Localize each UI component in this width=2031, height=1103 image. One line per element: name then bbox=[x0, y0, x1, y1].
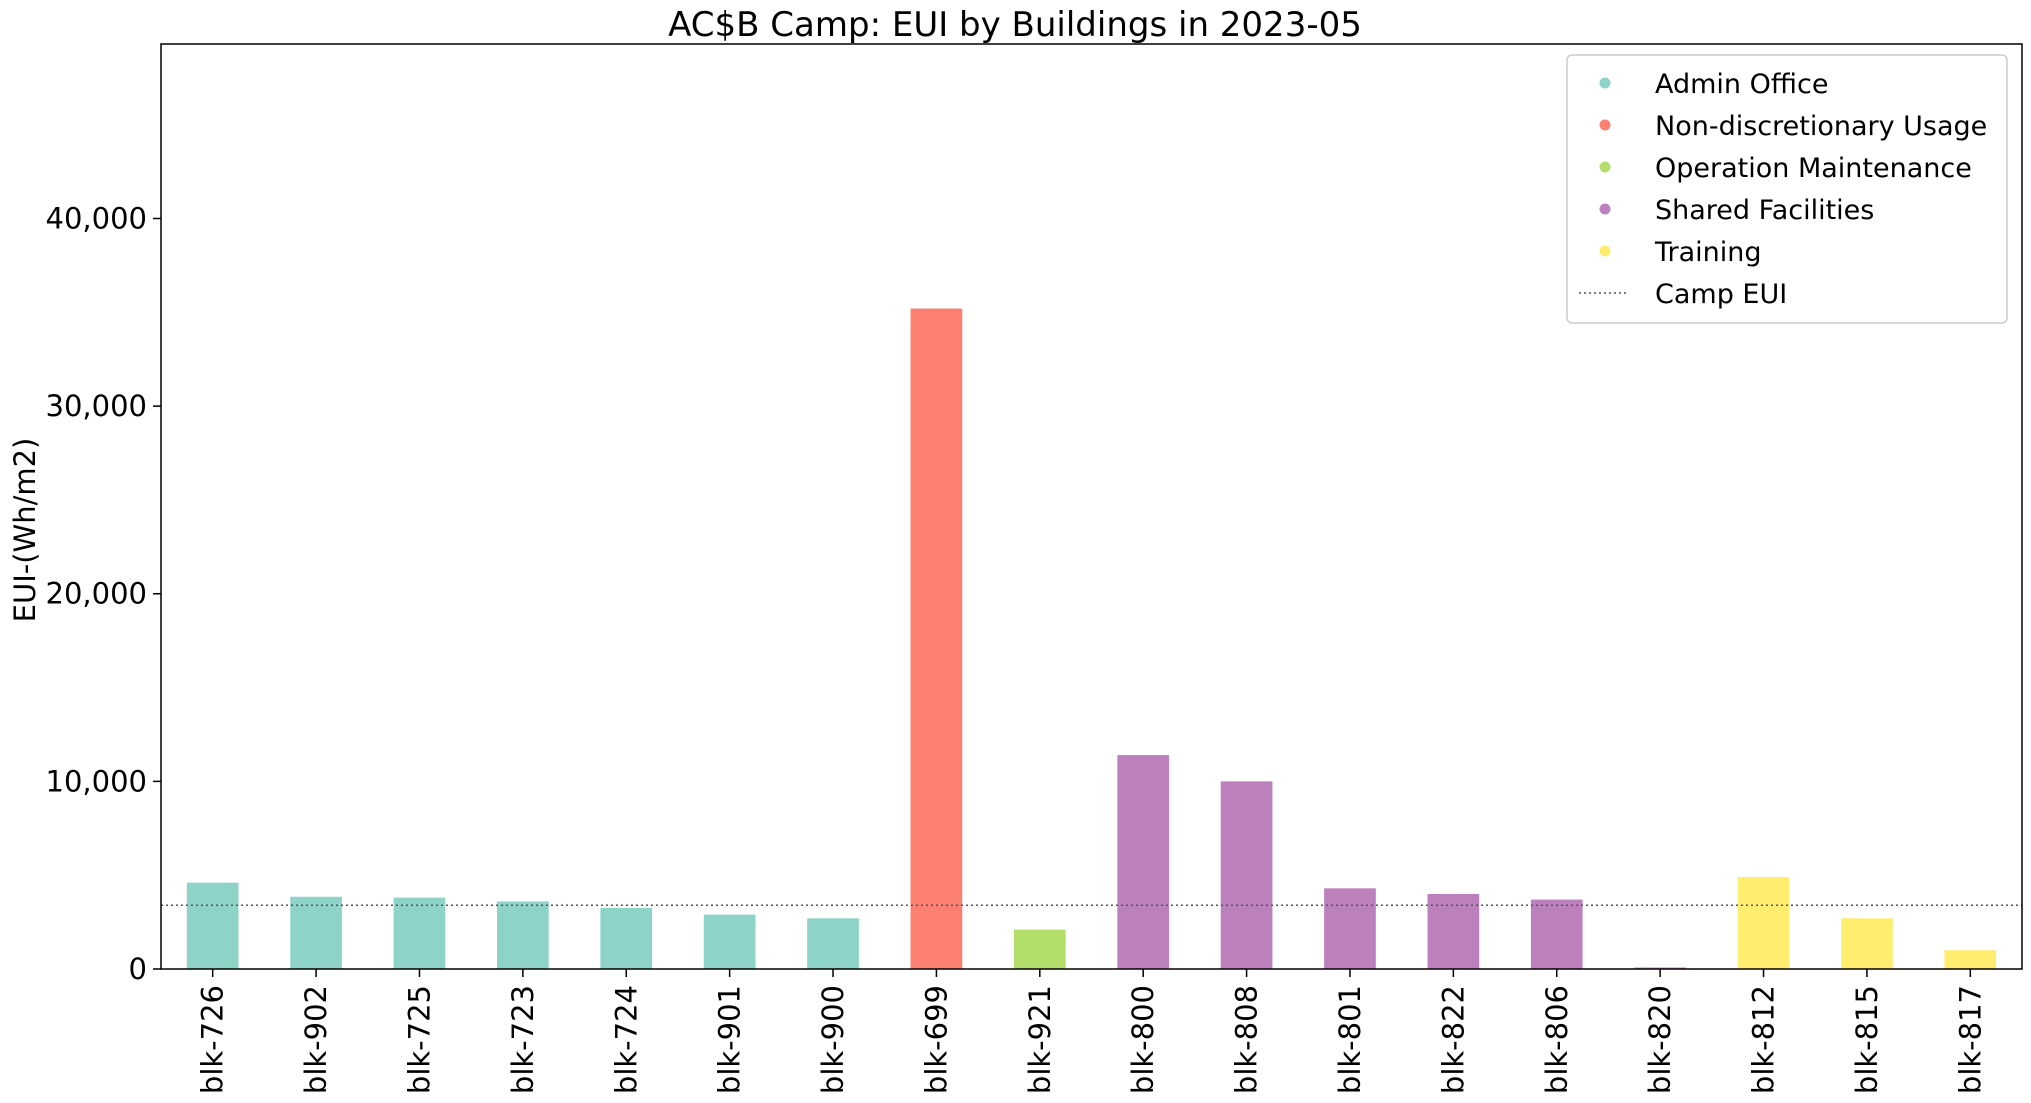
y-tick-label: 20,000 bbox=[46, 577, 147, 611]
bar-blk-900 bbox=[807, 918, 859, 969]
x-tick-label: blk-902 bbox=[299, 985, 333, 1094]
x-tick-label: blk-815 bbox=[1850, 985, 1884, 1094]
y-tick-label: 30,000 bbox=[46, 389, 147, 423]
x-tick-label: blk-725 bbox=[402, 985, 436, 1094]
x-tick-label: blk-800 bbox=[1126, 985, 1160, 1094]
legend-marker bbox=[1599, 77, 1611, 89]
bar-blk-901 bbox=[703, 914, 756, 969]
y-tick-label: 0 bbox=[129, 952, 147, 986]
legend-box bbox=[1566, 54, 2008, 324]
x-tick-label: blk-808 bbox=[1230, 985, 1264, 1094]
legend-label: Camp EUI bbox=[1655, 279, 1787, 310]
x-tick-label: blk-921 bbox=[1023, 985, 1057, 1094]
bar-blk-724 bbox=[600, 908, 653, 969]
bar-blk-806 bbox=[1530, 899, 1583, 969]
x-tick-label: blk-812 bbox=[1747, 985, 1781, 1094]
x-tick-label: blk-806 bbox=[1540, 985, 1574, 1094]
bar-blk-800 bbox=[1117, 755, 1170, 969]
x-tick-label: blk-699 bbox=[919, 985, 953, 1094]
legend-label: Non-discretionary Usage bbox=[1655, 111, 1987, 142]
bar-blk-723 bbox=[497, 901, 549, 969]
x-tick-label: blk-900 bbox=[816, 985, 850, 1094]
x-tick-label: blk-822 bbox=[1436, 985, 1470, 1094]
bar-blk-820 bbox=[1634, 967, 1686, 969]
legend-marker bbox=[1599, 245, 1611, 257]
legend-marker bbox=[1599, 161, 1611, 173]
bar-blk-725 bbox=[393, 897, 446, 969]
bar-blk-815 bbox=[1841, 918, 1893, 969]
legend-label: Operation Maintenance bbox=[1655, 153, 1972, 184]
y-tick-label: 10,000 bbox=[46, 764, 147, 798]
chart-title: AC$B Camp: EUI by Buildings in 2023-05 bbox=[668, 5, 1362, 45]
legend-label: Training bbox=[1654, 237, 1762, 268]
bar-blk-726 bbox=[186, 882, 239, 969]
y-axis-label: EUI-(Wh/m2) bbox=[8, 438, 42, 623]
bar-blk-801 bbox=[1324, 888, 1376, 969]
bar-blk-902 bbox=[290, 896, 342, 969]
x-tick-label: blk-901 bbox=[713, 985, 747, 1094]
x-axis-ticks: blk-726 blk-902 blk-725 blk-723 blk-724 blk-9… bbox=[196, 969, 1987, 1094]
x-tick-label: blk-724 bbox=[609, 985, 643, 1094]
bar-blk-921 bbox=[1013, 929, 1066, 969]
x-tick-label: blk-723 bbox=[506, 985, 540, 1094]
bar-blk-699 bbox=[910, 308, 963, 970]
plot-frame bbox=[160, 43, 2023, 970]
y-tick-label: 40,000 bbox=[46, 201, 147, 235]
bars-group bbox=[186, 308, 1997, 970]
legend-label: Shared Facilities bbox=[1655, 195, 1874, 226]
legend-label: Admin Office bbox=[1655, 69, 1828, 100]
x-tick-label: blk-820 bbox=[1643, 985, 1677, 1094]
legend-marker bbox=[1599, 119, 1611, 131]
legend: Admin Office Non-discretionary Usage Opera… bbox=[1566, 54, 2008, 324]
bar-blk-822 bbox=[1427, 893, 1480, 969]
bar-blk-812 bbox=[1737, 877, 1790, 969]
x-tick-label: blk-726 bbox=[196, 985, 230, 1094]
bar-blk-817 bbox=[1944, 950, 1997, 969]
x-tick-label: blk-817 bbox=[1953, 985, 1987, 1094]
x-tick-label: blk-801 bbox=[1333, 985, 1367, 1094]
y-axis-ticks: 0 10,000 20,000 30,000 40,000 bbox=[46, 201, 161, 986]
bar-blk-808 bbox=[1220, 781, 1273, 969]
legend-marker bbox=[1599, 203, 1611, 215]
